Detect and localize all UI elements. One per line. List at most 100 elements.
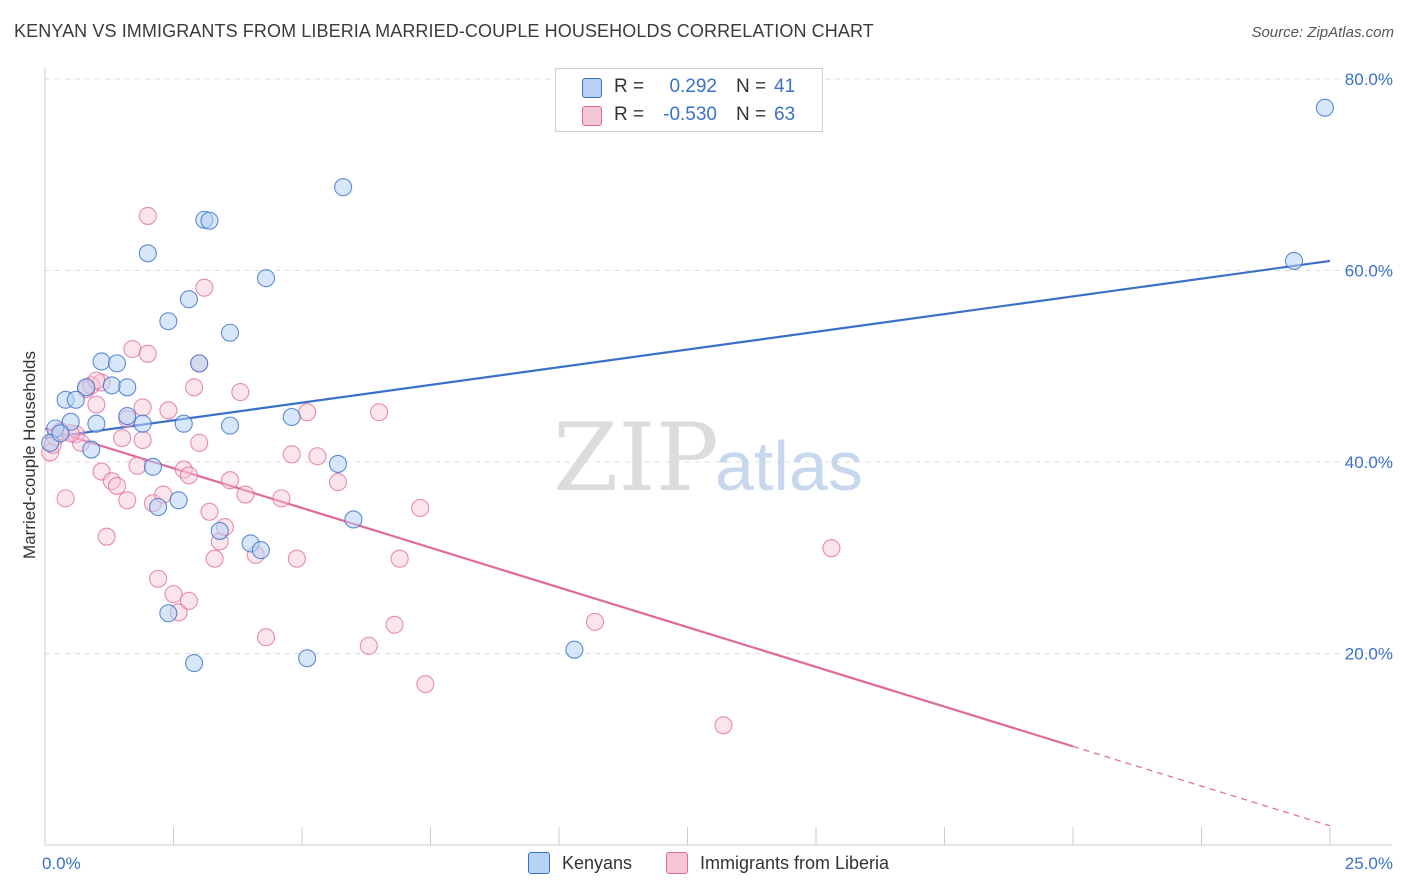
liberia-point bbox=[102, 472, 121, 491]
legend-n-value: 63 bbox=[774, 104, 796, 125]
liberia-point bbox=[56, 489, 75, 508]
kenyan-point bbox=[344, 510, 363, 529]
liberia-point bbox=[107, 476, 127, 495]
kenyan-point bbox=[1315, 98, 1334, 117]
y-tick-label: 40.0% bbox=[1345, 453, 1393, 472]
y-tick-label: 60.0% bbox=[1345, 262, 1393, 281]
kenyan-point bbox=[1284, 251, 1304, 270]
liberia-point bbox=[138, 344, 157, 363]
kenyans-trend-line bbox=[44, 259, 1331, 440]
liberia-point bbox=[585, 612, 605, 631]
liberia-point bbox=[272, 489, 291, 508]
liberia-trend-extension bbox=[1072, 745, 1331, 827]
liberia-point bbox=[174, 460, 193, 479]
liberia-point bbox=[256, 628, 276, 647]
liberia-point bbox=[179, 466, 198, 485]
liberia-point bbox=[118, 491, 137, 510]
legend-row-kenyans: R = 0.292 N = 41 bbox=[556, 73, 822, 101]
kenyans-label: Kenyans bbox=[562, 852, 633, 873]
liberia-point bbox=[359, 636, 378, 655]
liberia-point bbox=[87, 395, 106, 414]
liberia-point bbox=[385, 615, 404, 634]
legend-n-label: N = bbox=[736, 104, 767, 125]
legend-r-value: -0.530 bbox=[663, 104, 717, 125]
liberia-point bbox=[282, 445, 301, 464]
kenyan-point bbox=[118, 406, 137, 426]
kenyan-point bbox=[179, 290, 198, 309]
kenyan-point bbox=[118, 378, 137, 397]
liberia-point bbox=[190, 433, 209, 452]
watermark-atlas: atlas bbox=[715, 427, 863, 505]
grid-lines bbox=[45, 78, 1392, 654]
trend-lines bbox=[44, 259, 1331, 827]
kenyan-point bbox=[143, 457, 162, 476]
liberia-point bbox=[308, 447, 327, 466]
x-tick-label: 0.0% bbox=[42, 854, 81, 873]
kenyan-point bbox=[102, 376, 121, 395]
tick-labels: 20.0% 40.0% 60.0% 80.0% 0.0% 25.0% bbox=[42, 70, 1393, 873]
legend-r-label: R = bbox=[614, 104, 645, 125]
y-axis-label: Married-couple Households bbox=[20, 351, 39, 559]
kenyan-point bbox=[159, 604, 178, 623]
kenyan-point bbox=[185, 654, 204, 673]
liberia-point bbox=[179, 591, 198, 610]
kenyan-point bbox=[138, 244, 157, 263]
legend-swatch-pink bbox=[582, 106, 602, 126]
liberia-point bbox=[220, 471, 240, 490]
legend-item-kenyans: Kenyans bbox=[528, 852, 632, 874]
liberia-point bbox=[822, 539, 841, 558]
liberia-point bbox=[195, 278, 214, 297]
liberia-point bbox=[236, 485, 255, 504]
liberia-point bbox=[416, 675, 435, 694]
kenyan-point bbox=[251, 541, 270, 560]
kenyan-point bbox=[92, 352, 111, 371]
liberia-point bbox=[411, 498, 430, 518]
kenyan-point bbox=[66, 390, 85, 409]
liberia-point bbox=[164, 585, 183, 604]
liberia-point bbox=[370, 403, 389, 422]
liberia-point bbox=[390, 549, 409, 568]
kenyan-point bbox=[169, 491, 188, 510]
legend-n-value: 41 bbox=[774, 76, 796, 97]
liberia-point bbox=[200, 502, 219, 521]
kenyan-point bbox=[328, 454, 348, 473]
kenyan-point bbox=[282, 407, 301, 427]
liberia-point bbox=[298, 403, 317, 422]
kenyan-point bbox=[159, 312, 178, 331]
kenyan-point bbox=[133, 414, 152, 433]
legend-n-label: N = bbox=[736, 76, 767, 97]
chart-title: KENYAN VS IMMIGRANTS FROM LIBERIA MARRIE… bbox=[14, 21, 874, 41]
liberia-swatch bbox=[666, 852, 688, 874]
kenyan-point bbox=[149, 497, 168, 517]
liberia-point bbox=[133, 430, 152, 450]
kenyan-point bbox=[190, 354, 209, 373]
kenyans-swatch bbox=[528, 852, 550, 874]
kenyan-point bbox=[107, 354, 127, 373]
kenyan-point bbox=[87, 414, 106, 433]
kenyan-point bbox=[200, 211, 219, 230]
kenyan-point bbox=[82, 440, 101, 459]
watermark-zip: ZIP bbox=[553, 404, 719, 513]
liberia-point bbox=[185, 378, 204, 397]
kenyan-points bbox=[41, 98, 1334, 673]
liberia-point bbox=[128, 456, 147, 475]
axes bbox=[44, 68, 1392, 846]
source-label: Source: ZipAtlas.com bbox=[1251, 24, 1394, 41]
liberia-point bbox=[138, 206, 157, 225]
liberia-point bbox=[133, 398, 152, 417]
liberia-point bbox=[205, 549, 224, 568]
kenyan-point bbox=[210, 521, 229, 540]
liberia-trend-line bbox=[44, 427, 1074, 748]
liberia-point bbox=[328, 473, 348, 492]
kenyan-point bbox=[51, 424, 70, 443]
legend-item-liberia: Immigrants from Liberia bbox=[666, 852, 889, 874]
legend-r-label: R = bbox=[614, 76, 645, 97]
liberia-point bbox=[231, 383, 250, 402]
stats-legend: R = 0.292 N = 41 R = -0.530 N = 63 bbox=[555, 68, 823, 132]
kenyan-point bbox=[220, 323, 240, 342]
liberia-point bbox=[149, 569, 168, 588]
kenyan-point bbox=[334, 178, 353, 197]
kenyan-point bbox=[61, 412, 80, 431]
liberia-label: Immigrants from Liberia bbox=[700, 852, 890, 873]
